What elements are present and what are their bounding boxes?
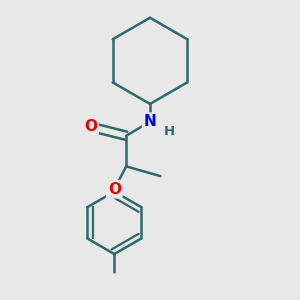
Text: O: O xyxy=(84,119,97,134)
Text: O: O xyxy=(108,182,121,197)
Text: H: H xyxy=(164,125,175,138)
Text: N: N xyxy=(144,114,156,129)
